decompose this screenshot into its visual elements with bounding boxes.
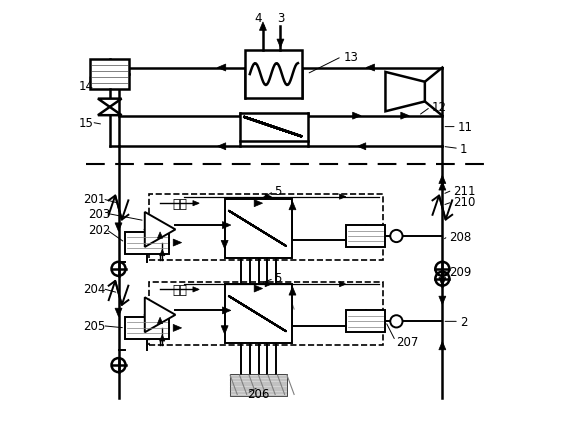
Text: 207: 207 xyxy=(397,335,419,348)
Bar xyxy=(346,226,386,247)
Polygon shape xyxy=(386,73,425,112)
Polygon shape xyxy=(193,201,199,206)
Text: 5: 5 xyxy=(274,184,281,197)
Polygon shape xyxy=(115,223,122,232)
Polygon shape xyxy=(221,241,228,249)
Polygon shape xyxy=(439,278,446,286)
Text: 205: 205 xyxy=(83,319,106,332)
Text: 12: 12 xyxy=(432,101,447,114)
Polygon shape xyxy=(439,176,446,184)
Text: 5: 5 xyxy=(274,272,281,284)
Polygon shape xyxy=(218,65,226,72)
Polygon shape xyxy=(115,308,122,317)
Polygon shape xyxy=(160,250,165,256)
Polygon shape xyxy=(98,108,122,116)
Polygon shape xyxy=(223,307,231,314)
Text: 3: 3 xyxy=(277,12,285,25)
Polygon shape xyxy=(173,240,181,247)
Polygon shape xyxy=(265,194,272,200)
Bar xyxy=(149,283,383,346)
Polygon shape xyxy=(289,202,296,210)
Text: 13: 13 xyxy=(344,51,359,64)
Bar xyxy=(149,195,383,261)
Polygon shape xyxy=(145,212,176,247)
Text: 4: 4 xyxy=(254,12,262,25)
Text: 2: 2 xyxy=(460,315,467,328)
Polygon shape xyxy=(173,325,181,332)
Polygon shape xyxy=(339,282,346,287)
Polygon shape xyxy=(193,287,199,292)
Bar xyxy=(230,374,287,396)
Polygon shape xyxy=(277,40,284,48)
Text: 201: 201 xyxy=(83,193,106,206)
Bar xyxy=(346,311,386,332)
Polygon shape xyxy=(145,297,176,332)
Text: 204: 204 xyxy=(83,283,106,295)
Bar xyxy=(125,232,169,254)
Text: 211: 211 xyxy=(453,184,476,197)
Polygon shape xyxy=(265,282,272,287)
Polygon shape xyxy=(221,326,228,334)
Polygon shape xyxy=(439,297,446,305)
Bar xyxy=(230,289,287,311)
Polygon shape xyxy=(157,233,162,239)
Polygon shape xyxy=(218,144,226,150)
Bar xyxy=(125,317,169,339)
Polygon shape xyxy=(366,65,374,72)
Text: 209: 209 xyxy=(449,265,471,278)
Polygon shape xyxy=(254,286,262,292)
Bar xyxy=(246,51,302,99)
Bar xyxy=(90,60,130,90)
Polygon shape xyxy=(439,342,446,350)
Polygon shape xyxy=(259,23,266,31)
Polygon shape xyxy=(401,113,409,120)
Text: 203: 203 xyxy=(88,207,110,220)
Text: 202: 202 xyxy=(88,223,110,237)
Text: 电能: 电能 xyxy=(172,197,187,210)
Text: 电能: 电能 xyxy=(172,283,187,296)
Polygon shape xyxy=(157,318,162,324)
Text: 1: 1 xyxy=(460,143,467,155)
Text: 210: 210 xyxy=(453,196,476,209)
Text: 14: 14 xyxy=(79,79,94,92)
Bar xyxy=(224,285,293,343)
Text: 206: 206 xyxy=(247,387,270,400)
Polygon shape xyxy=(352,113,361,120)
Polygon shape xyxy=(98,99,122,108)
Polygon shape xyxy=(160,335,165,341)
Text: 11: 11 xyxy=(457,121,472,134)
Bar xyxy=(224,199,293,258)
Text: 15: 15 xyxy=(79,117,94,130)
Polygon shape xyxy=(223,222,231,229)
Polygon shape xyxy=(358,144,366,150)
Polygon shape xyxy=(339,194,346,200)
Polygon shape xyxy=(439,182,446,191)
Polygon shape xyxy=(254,200,262,207)
Polygon shape xyxy=(289,287,296,295)
Text: 208: 208 xyxy=(449,230,471,243)
Bar xyxy=(240,113,308,141)
